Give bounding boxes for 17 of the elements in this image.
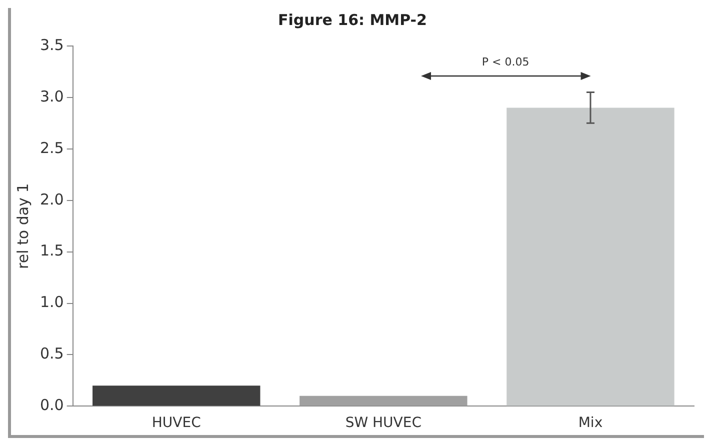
y-tick-label: 2.0 <box>40 190 64 208</box>
y-tick-label: 3.5 <box>40 36 64 54</box>
y-tick-label: 0.0 <box>40 396 64 414</box>
y-axis-title: rel to day 1 <box>14 183 32 269</box>
y-tick-label: 3.0 <box>40 87 64 106</box>
y-tick-label: 1.5 <box>40 242 64 260</box>
x-tick-label: HUVEC <box>152 415 202 432</box>
y-tick-label: 1.0 <box>40 293 64 312</box>
chart-title: Figure 16: MMP-2 <box>278 10 427 29</box>
x-tick-label: Mix <box>578 415 603 432</box>
annotation: P < 0.05 <box>482 55 530 68</box>
bar <box>300 396 468 406</box>
bar <box>506 108 674 406</box>
y-tick-label: 2.5 <box>40 138 64 157</box>
x-tick-label: SW HUVEC <box>345 415 422 432</box>
y-tick-label: 0.5 <box>40 344 64 363</box>
bar <box>92 386 260 406</box>
